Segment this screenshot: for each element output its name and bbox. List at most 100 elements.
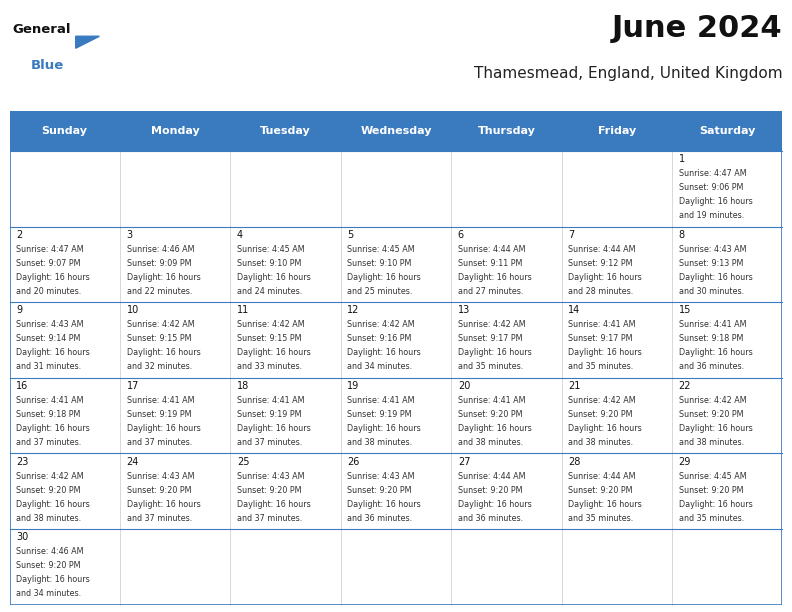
Text: Sunrise: 4:42 AM: Sunrise: 4:42 AM xyxy=(569,396,636,405)
Text: Monday: Monday xyxy=(150,126,200,136)
Text: Sunrise: 4:44 AM: Sunrise: 4:44 AM xyxy=(458,472,525,480)
Text: Sunrise: 4:45 AM: Sunrise: 4:45 AM xyxy=(679,472,746,480)
Text: Sunset: 9:20 PM: Sunset: 9:20 PM xyxy=(458,410,523,419)
Text: Daylight: 16 hours: Daylight: 16 hours xyxy=(348,499,421,509)
Text: and 28 minutes.: and 28 minutes. xyxy=(569,287,634,296)
Text: 10: 10 xyxy=(127,305,139,315)
Text: Daylight: 16 hours: Daylight: 16 hours xyxy=(679,348,752,357)
Text: Sunset: 9:19 PM: Sunset: 9:19 PM xyxy=(237,410,302,419)
Text: and 31 minutes.: and 31 minutes. xyxy=(16,362,82,371)
Text: Daylight: 16 hours: Daylight: 16 hours xyxy=(16,575,89,584)
Text: Sunrise: 4:41 AM: Sunrise: 4:41 AM xyxy=(348,396,415,405)
Text: Daylight: 16 hours: Daylight: 16 hours xyxy=(569,424,642,433)
Text: Sunrise: 4:46 AM: Sunrise: 4:46 AM xyxy=(127,245,194,254)
Text: 8: 8 xyxy=(679,230,685,240)
Text: Daylight: 16 hours: Daylight: 16 hours xyxy=(16,424,89,433)
Text: and 20 minutes.: and 20 minutes. xyxy=(16,287,82,296)
Text: Sunrise: 4:43 AM: Sunrise: 4:43 AM xyxy=(237,472,304,480)
Text: Sunset: 9:07 PM: Sunset: 9:07 PM xyxy=(16,259,81,268)
Text: Sunday: Sunday xyxy=(42,126,88,136)
Text: 14: 14 xyxy=(569,305,581,315)
Text: Sunrise: 4:42 AM: Sunrise: 4:42 AM xyxy=(458,321,525,329)
Text: Sunset: 9:20 PM: Sunset: 9:20 PM xyxy=(348,485,412,494)
Text: and 22 minutes.: and 22 minutes. xyxy=(127,287,192,296)
Text: and 38 minutes.: and 38 minutes. xyxy=(458,438,523,447)
Text: and 38 minutes.: and 38 minutes. xyxy=(348,438,413,447)
Text: Thursday: Thursday xyxy=(478,126,535,136)
Text: Sunrise: 4:45 AM: Sunrise: 4:45 AM xyxy=(237,245,305,254)
Text: and 25 minutes.: and 25 minutes. xyxy=(348,287,413,296)
Text: Sunrise: 4:44 AM: Sunrise: 4:44 AM xyxy=(458,245,525,254)
Text: Daylight: 16 hours: Daylight: 16 hours xyxy=(237,424,310,433)
Text: and 37 minutes.: and 37 minutes. xyxy=(237,513,303,523)
Text: 6: 6 xyxy=(458,230,464,240)
Text: Daylight: 16 hours: Daylight: 16 hours xyxy=(458,424,531,433)
Text: Daylight: 16 hours: Daylight: 16 hours xyxy=(458,273,531,282)
Text: Daylight: 16 hours: Daylight: 16 hours xyxy=(237,273,310,282)
Text: Sunrise: 4:43 AM: Sunrise: 4:43 AM xyxy=(16,321,84,329)
Text: Sunrise: 4:43 AM: Sunrise: 4:43 AM xyxy=(679,245,746,254)
Text: Daylight: 16 hours: Daylight: 16 hours xyxy=(679,499,752,509)
Text: 25: 25 xyxy=(237,457,249,466)
Text: and 37 minutes.: and 37 minutes. xyxy=(237,438,303,447)
Text: Sunset: 9:15 PM: Sunset: 9:15 PM xyxy=(127,334,191,343)
Text: Daylight: 16 hours: Daylight: 16 hours xyxy=(127,424,200,433)
Text: 22: 22 xyxy=(679,381,691,391)
Text: Daylight: 16 hours: Daylight: 16 hours xyxy=(16,499,89,509)
Text: 28: 28 xyxy=(569,457,581,466)
Text: 19: 19 xyxy=(348,381,360,391)
Text: 3: 3 xyxy=(127,230,133,240)
Text: Sunset: 9:13 PM: Sunset: 9:13 PM xyxy=(679,259,743,268)
Text: Sunrise: 4:41 AM: Sunrise: 4:41 AM xyxy=(16,396,84,405)
Text: Daylight: 16 hours: Daylight: 16 hours xyxy=(458,499,531,509)
Text: Sunrise: 4:46 AM: Sunrise: 4:46 AM xyxy=(16,547,84,556)
Text: and 19 minutes.: and 19 minutes. xyxy=(679,211,744,220)
Text: 12: 12 xyxy=(348,305,360,315)
Text: 21: 21 xyxy=(569,381,581,391)
Text: and 38 minutes.: and 38 minutes. xyxy=(569,438,634,447)
Text: 30: 30 xyxy=(16,532,29,542)
Text: Sunset: 9:12 PM: Sunset: 9:12 PM xyxy=(569,259,633,268)
Text: Sunrise: 4:41 AM: Sunrise: 4:41 AM xyxy=(458,396,525,405)
Text: 13: 13 xyxy=(458,305,470,315)
Text: Sunrise: 4:42 AM: Sunrise: 4:42 AM xyxy=(127,321,194,329)
Text: and 35 minutes.: and 35 minutes. xyxy=(569,513,634,523)
Text: 24: 24 xyxy=(127,457,139,466)
Text: 20: 20 xyxy=(458,381,470,391)
Text: and 36 minutes.: and 36 minutes. xyxy=(348,513,413,523)
Text: Sunrise: 4:43 AM: Sunrise: 4:43 AM xyxy=(127,472,194,480)
Text: Sunset: 9:17 PM: Sunset: 9:17 PM xyxy=(569,334,633,343)
Text: Daylight: 16 hours: Daylight: 16 hours xyxy=(16,348,89,357)
Text: 7: 7 xyxy=(569,230,574,240)
Text: Daylight: 16 hours: Daylight: 16 hours xyxy=(16,273,89,282)
Text: Daylight: 16 hours: Daylight: 16 hours xyxy=(679,424,752,433)
Text: Sunrise: 4:42 AM: Sunrise: 4:42 AM xyxy=(679,396,746,405)
Text: Daylight: 16 hours: Daylight: 16 hours xyxy=(237,348,310,357)
Text: Daylight: 16 hours: Daylight: 16 hours xyxy=(679,197,752,206)
Text: June 2024: June 2024 xyxy=(612,15,782,43)
Text: Sunset: 9:15 PM: Sunset: 9:15 PM xyxy=(237,334,302,343)
Text: Blue: Blue xyxy=(30,59,63,72)
Text: and 36 minutes.: and 36 minutes. xyxy=(679,362,744,371)
Text: Sunset: 9:20 PM: Sunset: 9:20 PM xyxy=(569,485,633,494)
Text: Daylight: 16 hours: Daylight: 16 hours xyxy=(348,424,421,433)
Text: Tuesday: Tuesday xyxy=(261,126,311,136)
Text: Sunset: 9:20 PM: Sunset: 9:20 PM xyxy=(127,485,191,494)
Text: and 37 minutes.: and 37 minutes. xyxy=(127,438,192,447)
Text: Daylight: 16 hours: Daylight: 16 hours xyxy=(127,499,200,509)
Text: Wednesday: Wednesday xyxy=(360,126,432,136)
Text: Thamesmead, England, United Kingdom: Thamesmead, England, United Kingdom xyxy=(474,67,782,81)
Text: 9: 9 xyxy=(16,305,22,315)
Text: Sunrise: 4:44 AM: Sunrise: 4:44 AM xyxy=(569,245,636,254)
Text: Saturday: Saturday xyxy=(699,126,756,136)
Text: and 37 minutes.: and 37 minutes. xyxy=(127,513,192,523)
Text: 16: 16 xyxy=(16,381,29,391)
Text: and 32 minutes.: and 32 minutes. xyxy=(127,362,192,371)
Text: 15: 15 xyxy=(679,305,691,315)
Text: Daylight: 16 hours: Daylight: 16 hours xyxy=(348,273,421,282)
Text: Sunset: 9:17 PM: Sunset: 9:17 PM xyxy=(458,334,523,343)
Text: Sunrise: 4:41 AM: Sunrise: 4:41 AM xyxy=(679,321,746,329)
Text: and 38 minutes.: and 38 minutes. xyxy=(16,513,82,523)
Text: Sunset: 9:18 PM: Sunset: 9:18 PM xyxy=(16,410,81,419)
Text: Daylight: 16 hours: Daylight: 16 hours xyxy=(569,348,642,357)
